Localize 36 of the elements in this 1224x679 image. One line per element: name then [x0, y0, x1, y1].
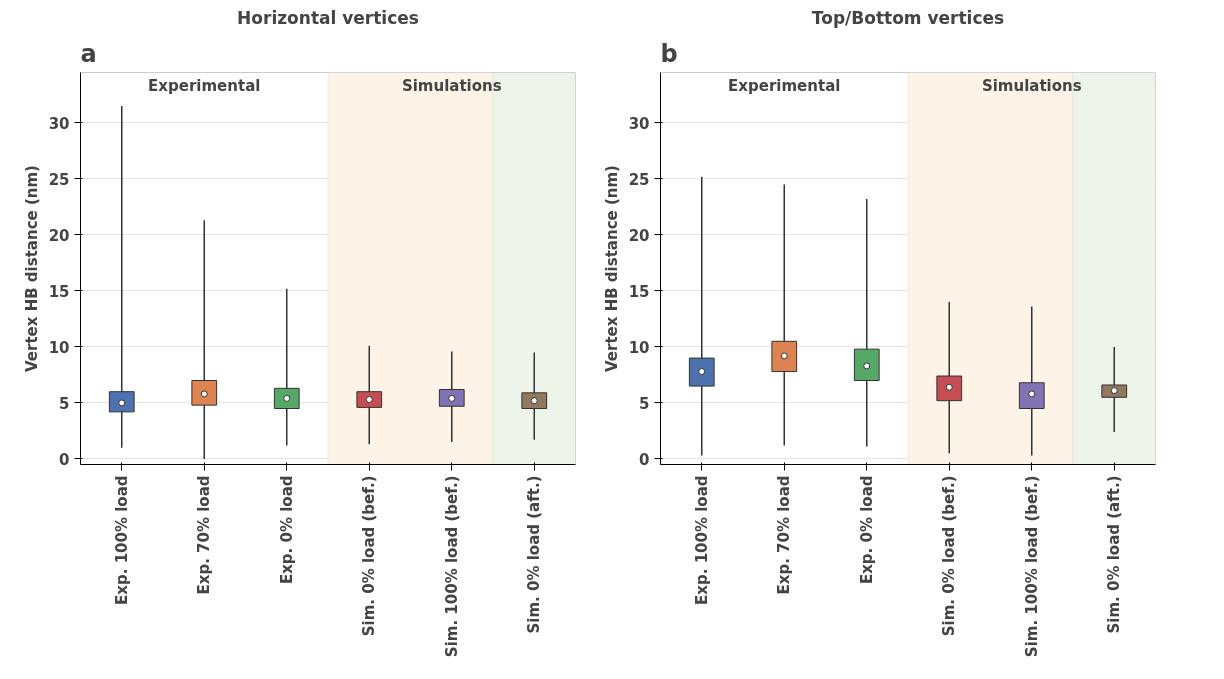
y-axis-title: Vertex HB distance (nm): [22, 165, 41, 372]
x-tick-label: Sim. 0% load (aft.): [525, 475, 544, 634]
y-tick-label: 15: [628, 282, 650, 301]
text: a: [80, 39, 97, 68]
x-tick-label: Sim. 100% load (bef.): [1022, 475, 1041, 658]
y-tick-label: 15: [48, 282, 70, 301]
y-tick-label: 5: [59, 394, 70, 413]
x-tick-label: Exp. 0% load: [277, 475, 296, 585]
y-tick-label: 0: [639, 450, 650, 469]
x-tick-label: Sim. 0% load (bef.): [940, 475, 959, 637]
x-tick-label: Exp. 100% load: [692, 475, 711, 605]
x-tick-label: Exp. 70% load: [195, 475, 214, 595]
annotation: Simulations: [981, 76, 1082, 95]
y-tick-label: 30: [628, 114, 650, 133]
y-tick-label: 30: [48, 114, 70, 133]
x-tick-label: Exp. 0% load: [857, 475, 876, 585]
x-tick-label: Sim. 100% load (bef.): [442, 475, 461, 658]
chart-title: Horizontal vertices: [237, 7, 419, 28]
y-tick-label: 25: [48, 170, 70, 189]
x-tick-label: Exp. 70% load: [775, 475, 794, 595]
chart-title: Top/Bottom vertices: [811, 7, 1005, 28]
y-tick-label: 20: [48, 226, 70, 245]
text: b: [660, 39, 678, 68]
annotation: Simulations: [401, 76, 502, 95]
annotation: Experimental: [148, 76, 261, 95]
y-tick-label: 25: [628, 170, 650, 189]
x-tick-label: Exp. 100% load: [112, 475, 131, 605]
x-tick-label: Sim. 0% load (bef.): [360, 475, 379, 637]
y-tick-label: 0: [59, 450, 70, 469]
y-tick-label: 5: [639, 394, 650, 413]
y-tick-label: 20: [628, 226, 650, 245]
annotation: Experimental: [728, 76, 841, 95]
y-tick-label: 10: [48, 338, 70, 357]
y-tick-label: 10: [628, 338, 650, 357]
x-tick-label: Sim. 0% load (aft.): [1105, 475, 1124, 634]
y-axis-title: Vertex HB distance (nm): [602, 165, 621, 372]
